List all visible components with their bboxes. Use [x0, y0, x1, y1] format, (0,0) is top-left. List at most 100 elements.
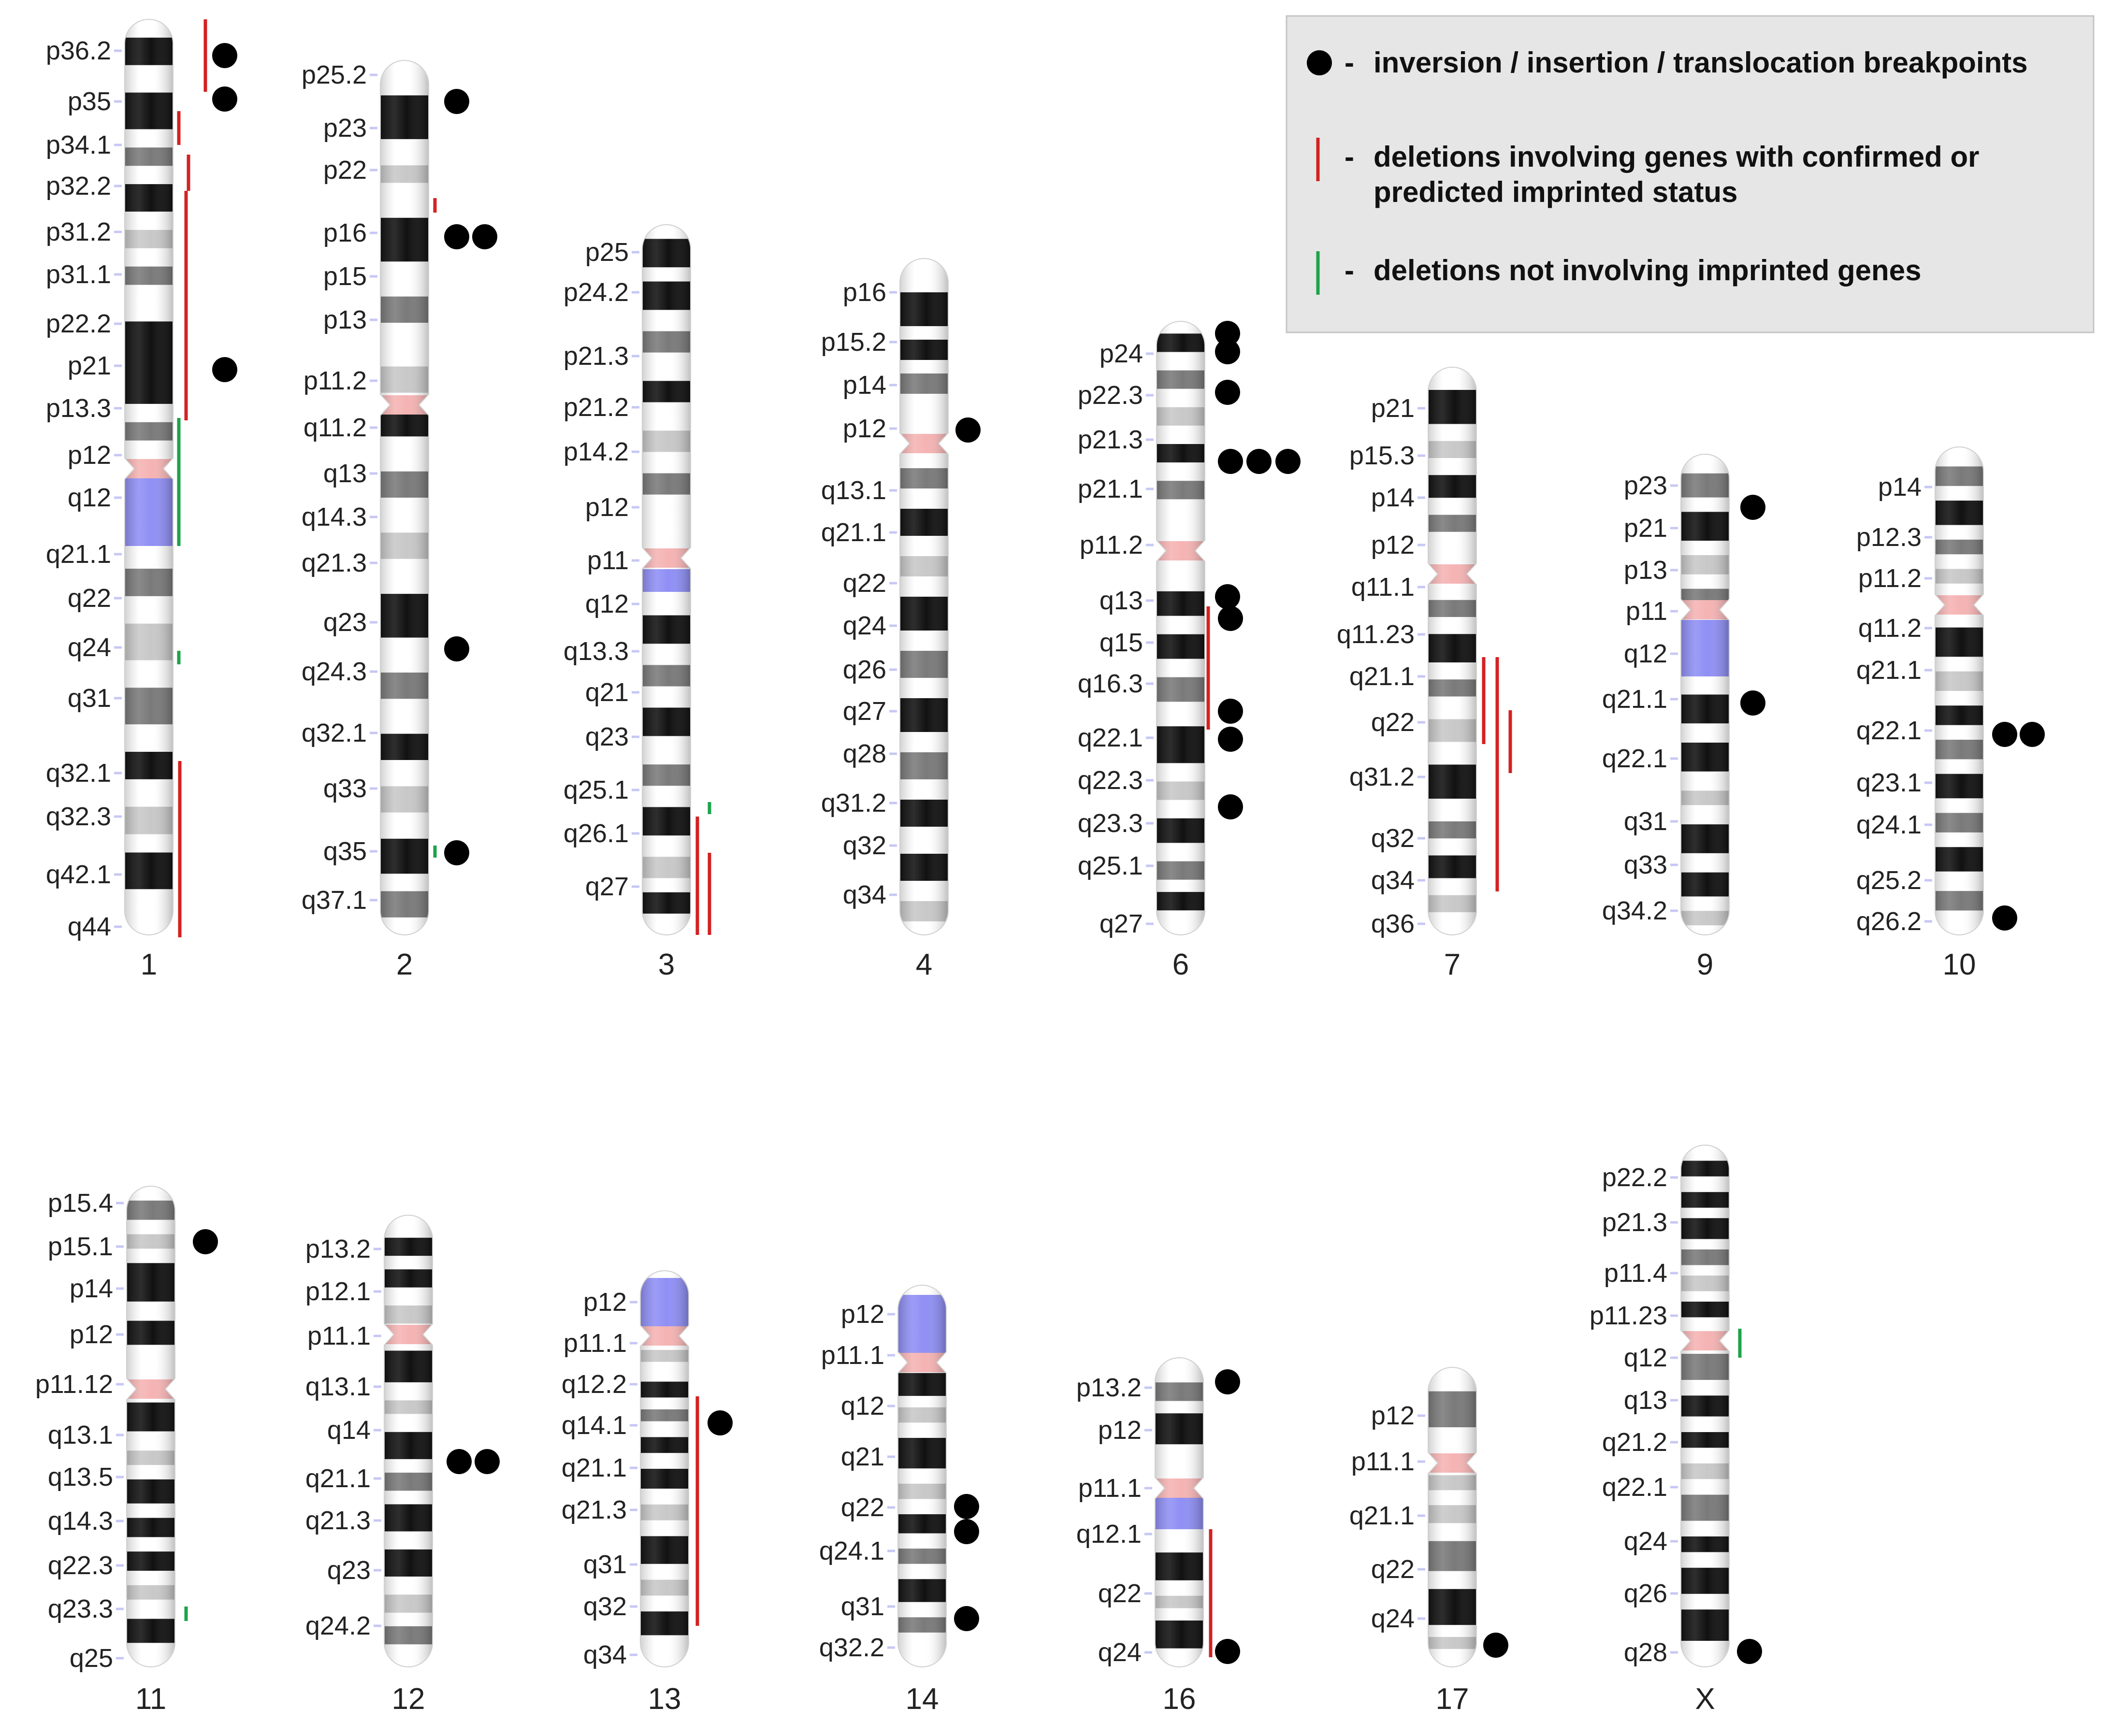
chromosome-14: p12 p11.1 q12 q21 q22 q24.1 q31 q32.2 14: [819, 1285, 979, 1716]
band-label: q34: [843, 880, 886, 909]
legend-dash: -: [1345, 46, 1354, 79]
band-label: q22: [843, 569, 886, 598]
band-label: q42.1: [46, 860, 111, 889]
breakpoint-marker: [1215, 1639, 1240, 1664]
band-label: q22: [841, 1493, 884, 1522]
band-label: q25.1: [564, 775, 629, 804]
chromosome-9: p23 p21 p13 p11 q12 q21.1 q22.1 q31 q33 q34.2 9: [1602, 454, 1765, 981]
band-label: p14: [1878, 473, 1922, 502]
breakpoint-marker: [444, 840, 469, 865]
band-label: p22.3: [1078, 381, 1143, 410]
band-label: q21.1: [821, 518, 886, 547]
band-label: p21: [1624, 514, 1667, 543]
breakpoint-marker: [1218, 794, 1243, 819]
band-label: q21.1: [1602, 685, 1667, 714]
chromosome-12: p13.2 p12.1 p11.1 q13.1 q14 q21.1 q21.3 q23 q24.…: [305, 1215, 500, 1716]
band-label: q22.3: [48, 1551, 113, 1580]
chromatid-outline: [1156, 321, 1205, 935]
band-label: q21.3: [302, 548, 367, 577]
band-label: q25.2: [1856, 866, 1922, 895]
band-label: q32: [1371, 824, 1415, 853]
chromosome-number: 7: [1444, 948, 1460, 981]
chromosome-7: p21 p15.3 p14 p12 q11.1 q11.23 q21.1 q22 q31.2 q3…: [1337, 367, 1512, 981]
band-label: p12: [585, 493, 629, 522]
band-label: q23.1: [1856, 768, 1922, 797]
band-label: q26.2: [1856, 907, 1922, 936]
band-label: q31: [68, 684, 111, 713]
chromatid-outline: [642, 224, 691, 935]
band-label: q31: [841, 1592, 884, 1621]
band-label: q34: [1371, 866, 1415, 895]
band-label: q23: [585, 722, 629, 751]
band-label: p11.1: [821, 1341, 884, 1370]
band-label: p22: [323, 156, 367, 185]
band-label: q37.1: [302, 886, 367, 915]
chromosome-2: p25.2 p23 p22 p16 p15 p13 p11.2 q11.2 q13 q14.3 q2…: [302, 60, 497, 981]
band-label: q12.1: [1076, 1520, 1142, 1549]
band-label: p21.3: [564, 342, 629, 371]
band-label: q32.2: [819, 1633, 884, 1662]
chromatid-shading: [1428, 367, 1476, 935]
band-label: p12: [1098, 1416, 1142, 1445]
band-label: p13: [1624, 556, 1667, 585]
legend-box: [1286, 15, 2095, 333]
chromosome-17: p12 p11.1 q21.1 q22 q24 17: [1349, 1367, 1508, 1716]
chromatid-outline: [899, 258, 949, 935]
chromosome-number: 4: [916, 948, 932, 981]
band-label: p13.2: [305, 1234, 371, 1263]
band-label: q22: [68, 584, 111, 613]
band-label: p13.2: [1076, 1373, 1142, 1402]
band-label: q22.1: [1602, 744, 1667, 773]
band-label: q21: [841, 1442, 884, 1471]
band-label: p11.1: [1078, 1474, 1142, 1503]
band-label: p11.12: [35, 1370, 113, 1399]
band-label: q24: [1098, 1638, 1142, 1667]
legend: - inversion / insertion / translocation b…: [1286, 15, 2095, 333]
band-label: p12: [70, 1320, 113, 1349]
breakpoint-marker: [1218, 727, 1243, 752]
legend-breakpoint-label: inversion / insertion / translocation br…: [1374, 46, 2028, 79]
legend-nonimprinted-label: deletions not involving imprinted genes: [1374, 254, 1921, 287]
band-label: p23: [1624, 471, 1667, 500]
chromatid-shading: [384, 1215, 433, 1667]
band-label: q13.5: [48, 1463, 113, 1492]
band-label: q21.1: [1349, 662, 1415, 691]
band-label: p25: [585, 238, 629, 267]
band-label: p12: [841, 1300, 884, 1329]
band-label: q23.3: [1078, 809, 1143, 838]
band-label: q15: [1099, 628, 1143, 657]
band-label: q11.23: [1337, 620, 1415, 649]
band-label: p13: [323, 305, 367, 334]
chromatid-outline: [380, 60, 429, 935]
chromosome-number: 11: [135, 1682, 166, 1716]
band-label: p21.3: [1078, 425, 1143, 454]
chromatid-outline: [1680, 454, 1730, 935]
legend-dash: -: [1345, 254, 1354, 287]
band-label: q31.2: [1349, 762, 1415, 791]
band-label: p14.2: [564, 437, 629, 466]
band-label: q22: [1371, 708, 1415, 737]
chromatid-shading: [1681, 454, 1729, 935]
chromosome-number: 10: [1943, 948, 1976, 981]
chromatid-outline: [1155, 1357, 1204, 1667]
band-label: p14: [1371, 483, 1415, 512]
chromosome-x: p22.2 p21.3 p11.4 p11.23 q12 q13 q21.2 q22.1 q24…: [1590, 1145, 1762, 1716]
chromatid-shading: [380, 60, 429, 935]
band-label: q33: [1624, 850, 1667, 879]
band-label: q14.3: [302, 502, 367, 531]
band-label: q32.1: [46, 759, 111, 788]
chromosome-layer: p36.2 p35 p34.1 p32.2 p31.2 p31.1 p22.2 p21 p13.…: [35, 19, 2045, 1716]
band-label: q31.2: [821, 789, 886, 818]
band-label: p21.2: [564, 393, 629, 422]
chromatid-outline: [384, 1215, 433, 1667]
chromosome-number: X: [1695, 1682, 1715, 1716]
band-label: q11.1: [1351, 573, 1415, 602]
band-label: q21.1: [305, 1464, 371, 1493]
band-label: p31.1: [46, 260, 111, 289]
band-label: p11: [1626, 597, 1667, 626]
band-label: p21.3: [1602, 1208, 1667, 1237]
breakpoint-marker: [1215, 339, 1240, 364]
breakpoint-marker: [212, 43, 237, 68]
band-label: p21: [68, 351, 111, 380]
band-label: q22.1: [1078, 723, 1143, 752]
